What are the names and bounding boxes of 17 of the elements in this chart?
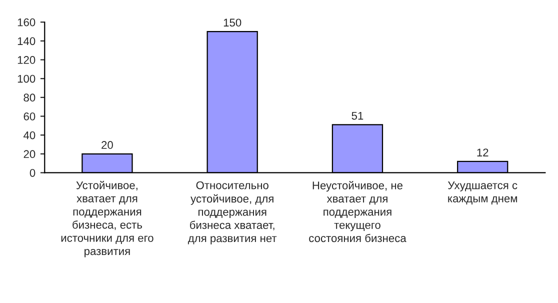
data-label: 20 [102,141,113,149]
y-tick-label: 20 [24,150,36,158]
y-tick-label: 140 [18,37,36,46]
y-tick-label: 0 [30,168,36,177]
x-tick-label: Неустойчивое, не хватает для поддержания текущего состояния бизнеса [309,181,406,242]
y-tick-label: 60 [24,112,36,120]
y-tick-label: 80 [24,94,36,102]
y-tick-label: 120 [18,56,36,64]
y-tick-label: 100 [18,74,36,83]
x-tick-label: Устойчивое, хватает для поддержания бизнеса, есть источники для его развития [61,180,154,258]
x-tick-label: Ухудшается с каждым днем [448,181,518,204]
y-tick-label: 160 [18,18,36,26]
data-label: 51 [352,112,364,120]
data-label: 150 [224,18,242,27]
y-tick-label: 40 [24,131,36,140]
x-tick-label: Относительно устойчивое, для поддержания бизнеса хватает, для развития нет [188,181,277,244]
data-label: 12 [477,148,488,156]
